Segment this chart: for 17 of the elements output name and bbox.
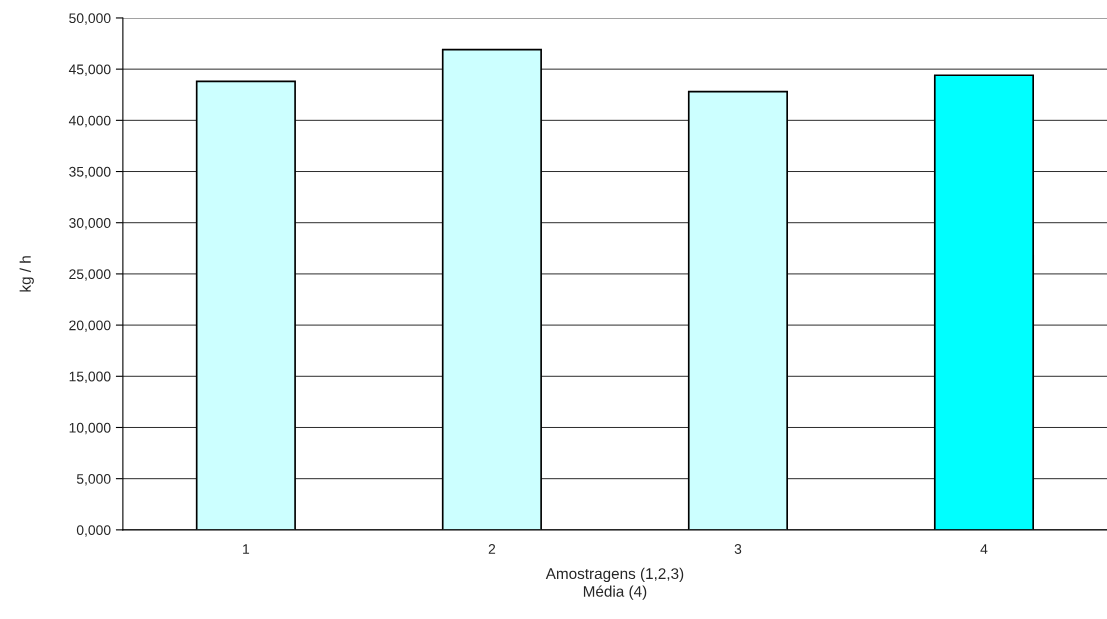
x-axis-title: Amostragens (1,2,3) Média (4): [545, 567, 684, 600]
x-tick-label: 1: [243, 544, 250, 554]
y-tick-label: 35,000: [69, 166, 111, 179]
y-tick-label: 5,000: [76, 474, 111, 486]
x-tick-label: 3: [734, 544, 742, 554]
y-tick-label: 0,000: [76, 525, 111, 537]
y-tick-label: 15,000: [69, 371, 111, 384]
y-tick-label: 40,000: [68, 115, 111, 128]
y-tick-label: 45,000: [68, 64, 111, 76]
x-tick-label: 4: [980, 544, 988, 554]
y-tick-label: 10,000: [69, 422, 111, 435]
y-axis-title: kg / h: [19, 256, 34, 292]
x-tick-label: 2: [488, 544, 496, 554]
y-tick-label: 30,000: [69, 218, 111, 230]
y-tick-label: 20,000: [69, 320, 111, 332]
y-tick-label: 25,000: [69, 269, 111, 281]
y-tick-label: 50,000: [69, 13, 111, 25]
